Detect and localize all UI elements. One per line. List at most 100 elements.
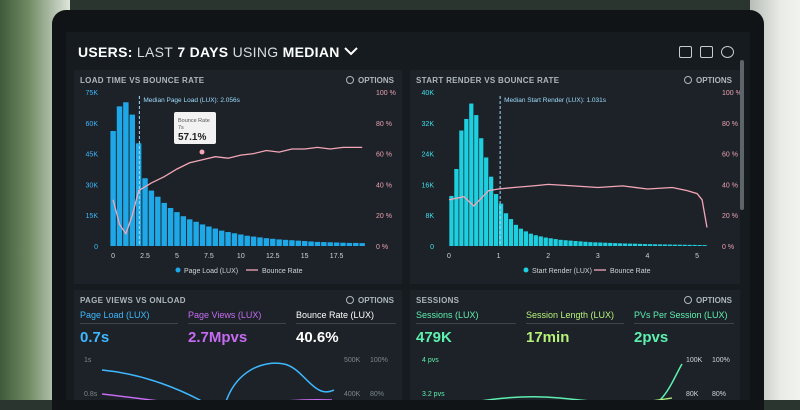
y2-tick-label: 0 % (376, 244, 388, 251)
monitor-icon[interactable] (679, 46, 692, 58)
tooltip-box (174, 112, 216, 144)
chart-bar (623, 243, 628, 246)
y2-tick-label: 100 % (376, 90, 396, 97)
panel-title: PAGE VIEWS VS ONLOAD (80, 296, 186, 305)
chart-bar (479, 138, 484, 246)
y-tick-label: 8K (425, 213, 434, 220)
divider (634, 323, 734, 324)
chart-bar (142, 178, 148, 246)
axis-tick: 80% (370, 391, 384, 398)
title-last: LAST (136, 44, 174, 60)
y2-tick-label: 60 % (376, 152, 392, 159)
metric-page-load: Page Load (LUX) 0.7s (80, 310, 150, 346)
chart-bar (206, 226, 212, 246)
x-tick-label: 1 (497, 253, 501, 260)
axis-tick: 100% (712, 357, 730, 364)
y2-tick-label: 60 % (722, 152, 738, 159)
metric-sessions: Sessions (LUX) 479K (416, 310, 479, 346)
chart-bar (346, 242, 353, 246)
axis-tick: 400K (344, 391, 361, 398)
y-tick-label: 45K (86, 152, 99, 159)
chart-bar (459, 130, 464, 246)
chart-bar (548, 238, 553, 246)
x-tick-label: 7.5 (204, 253, 214, 260)
y2-tick-label: 40 % (376, 182, 392, 189)
chart-bar (608, 242, 613, 246)
panel-page-views: PAGE VIEWS VS ONLOAD OPTIONS Page Load (… (74, 290, 402, 400)
bounce-rate-line (448, 183, 708, 228)
chart-bar (588, 242, 593, 246)
image-icon[interactable] (700, 46, 713, 58)
chart-bar (174, 212, 180, 246)
y-tick-label: 0 (94, 244, 98, 251)
axis-tick: 100% (370, 357, 388, 364)
chart-bar (618, 243, 623, 246)
chart-bar (642, 244, 648, 246)
legend-label: Start Render (LUX) (532, 268, 592, 275)
chart-bar (489, 176, 494, 246)
title-range[interactable]: 7 DAYS (177, 44, 229, 60)
bounce-rate-line (112, 146, 363, 236)
chart-bar (110, 131, 116, 246)
header-icons (679, 46, 734, 58)
chart-bar (697, 244, 702, 246)
sessions-chart: 4 pvs 3.2 pvs 100K 80K 100% 80% (422, 357, 730, 400)
y-tick-label: 24K (422, 152, 435, 159)
divider (296, 323, 396, 324)
metric-label: Page Views (LUX) (188, 310, 262, 320)
metric-session-length: Session Length (LUX) 17min (526, 310, 614, 346)
metric-label: Page Load (LUX) (80, 310, 150, 320)
panel-start-render: START RENDER VS BOUNCE RATE OPTIONS 40K 3… (410, 70, 740, 284)
chart-bar (289, 240, 295, 246)
chart-bar (573, 240, 578, 246)
x-tick-label: 5 (175, 253, 179, 260)
chart-bar (135, 143, 142, 246)
chart-bar (593, 242, 598, 246)
options-button[interactable]: OPTIONS (683, 76, 732, 85)
legend-label: Bounce Rate (262, 268, 303, 275)
x-tick-label: 2 (546, 253, 550, 260)
title-aggregation[interactable]: MEDIAN (282, 44, 340, 60)
chart-bar (484, 157, 489, 246)
options-button[interactable]: OPTIONS (683, 296, 732, 305)
chart-bar (657, 244, 662, 246)
chart-bar (257, 237, 263, 246)
y-tick-label: 0 (430, 244, 434, 251)
page-title[interactable]: USERS: LAST 7 DAYS USING MEDIAN (78, 44, 358, 60)
gear-icon (345, 296, 354, 304)
options-button[interactable]: OPTIONS (345, 76, 394, 85)
help-icon[interactable] (721, 46, 734, 58)
chart-bar (116, 106, 123, 246)
chart-bar (613, 243, 618, 246)
legend-label: Bounce Rate (610, 268, 651, 275)
axis-tick: 4 pvs (422, 357, 439, 364)
chart-bar (282, 239, 289, 246)
options-button[interactable]: OPTIONS (345, 296, 394, 305)
chart-bar (263, 238, 270, 246)
series-line (482, 363, 683, 400)
chart-bar (702, 245, 707, 246)
y2-tick-label: 20 % (376, 213, 392, 220)
chart-bar (533, 235, 538, 246)
chart-bar (301, 241, 308, 246)
chart-bar (238, 234, 244, 246)
chevron-down-icon[interactable] (344, 47, 358, 56)
metric-label: PVs Per Session (LUX) (634, 310, 728, 320)
chart-bar (244, 235, 250, 246)
y-tick-label: 16K (422, 182, 435, 189)
scrollbar[interactable] (740, 60, 744, 210)
chart-bar (148, 190, 155, 246)
series-line (101, 362, 335, 400)
metric-value: 2pvs (634, 329, 669, 346)
title-users: USERS: (78, 44, 133, 60)
legend-marker (175, 267, 181, 273)
chart-bar (295, 240, 302, 246)
chart-bar (333, 242, 340, 246)
divider (416, 323, 516, 324)
chart-bar (231, 233, 238, 246)
metric-label: Sessions (LUX) (416, 310, 479, 320)
chart-bar (270, 238, 276, 246)
y-tick-label: 40K (422, 90, 435, 97)
metric-bounce-rate: Bounce Rate (LUX) 40.6% (296, 310, 374, 346)
chart-bar (454, 169, 459, 246)
